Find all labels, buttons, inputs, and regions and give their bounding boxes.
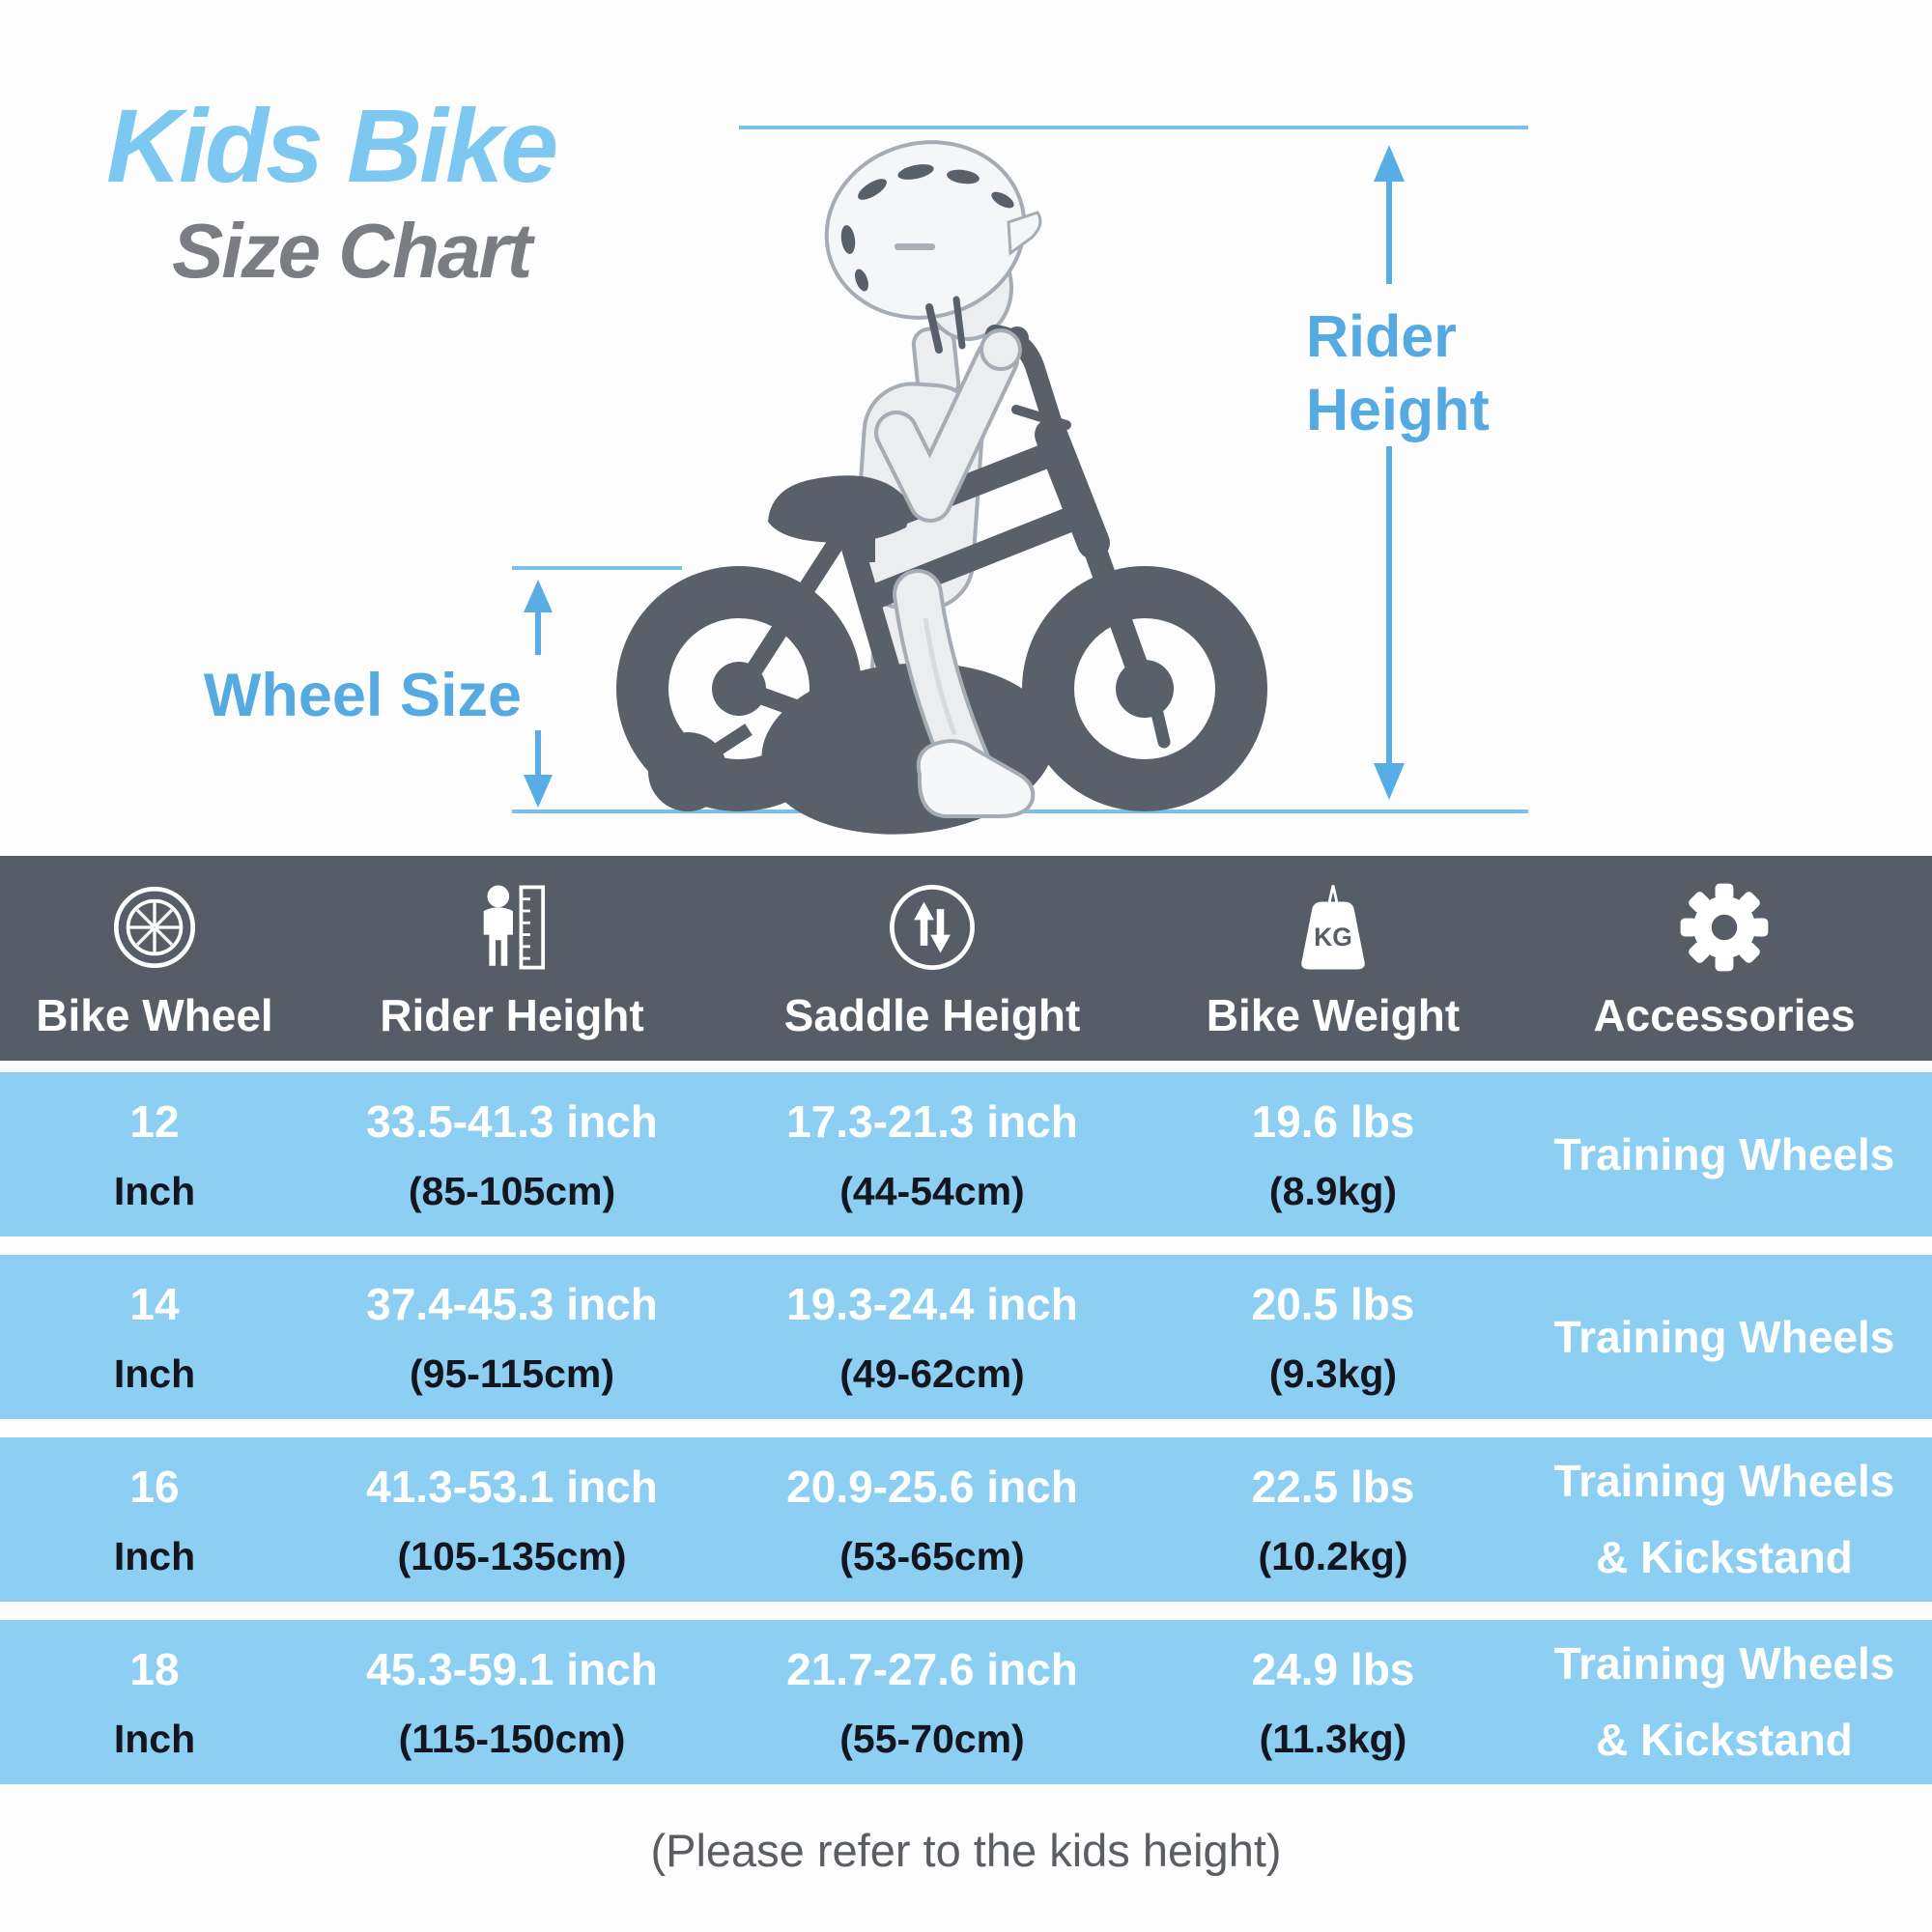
cell-rider-height: 41.3-53.1 inch (105-135cm)	[366, 1461, 658, 1578]
bike-weight-icon: KG	[1283, 875, 1383, 978]
footer-note: (Please refer to the kids height)	[650, 1825, 1282, 1876]
cell-bike-weight: 24.9 lbs (11.3kg)	[1251, 1643, 1415, 1761]
wheel-unit: Inch	[113, 1716, 196, 1761]
size-chart-table: Bike Wheel Rider Height	[0, 856, 1932, 1784]
rider-height-icon	[462, 875, 562, 978]
bike-size-diagram	[512, 126, 1528, 835]
rider-height-arrow	[1374, 145, 1405, 800]
cell-bike-weight: 20.5 lbs (9.3kg)	[1251, 1278, 1415, 1396]
wheel-size-arrow	[524, 580, 553, 808]
table-row: 18 Inch 45.3-59.1 inch (115-150cm) 21.7-…	[0, 1620, 1932, 1784]
column-header-bike-wheel: Bike Wheel	[0, 856, 309, 1061]
page-subtitle: Size Chart	[172, 208, 532, 294]
column-header-saddle-height: Saddle Height	[715, 856, 1150, 1061]
gear-icon	[1674, 875, 1775, 978]
cell-accessories: Training Wheels & Kickstand	[1553, 1638, 1895, 1765]
column-header-rider-height: Rider Height	[309, 856, 715, 1061]
column-label: Rider Height	[380, 990, 644, 1040]
kid-figure-front	[824, 140, 1042, 818]
wheel-value: 18	[129, 1643, 180, 1694]
cell-bike-wheel: 12 Inch	[0, 1072, 309, 1236]
cell-accessories: Training Wheels	[1553, 1311, 1895, 1362]
column-label: Accessories	[1593, 990, 1856, 1040]
wheel-value: 12	[129, 1095, 180, 1147]
table-header-row: Bike Wheel Rider Height	[0, 856, 1932, 1061]
cell-bike-weight: 19.6 lbs (8.9kg)	[1251, 1095, 1415, 1213]
wheel-unit: Inch	[113, 1533, 196, 1578]
table-row: 12 Inch 33.5-41.3 inch (85-105cm) 17.3-2…	[0, 1072, 1932, 1236]
cell-saddle-height: 21.7-27.6 inch (55-70cm)	[786, 1643, 1078, 1761]
cell-saddle-height: 19.3-24.4 inch (49-62cm)	[786, 1278, 1078, 1396]
cell-saddle-height: 17.3-21.3 inch (44-54cm)	[786, 1095, 1078, 1213]
kid-shoe	[916, 739, 1036, 818]
cell-bike-wheel: 16 Inch	[0, 1437, 309, 1602]
column-header-bike-weight: KG Bike Weight	[1150, 856, 1517, 1061]
column-header-accessories: Accessories	[1517, 856, 1932, 1061]
wheel-value: 16	[129, 1461, 180, 1512]
training-wheel	[648, 732, 727, 811]
cell-bike-weight: 22.5 lbs (10.2kg)	[1251, 1461, 1415, 1578]
wheel-size-label: Wheel Size	[203, 662, 522, 729]
bike-wheel-icon	[104, 875, 205, 978]
column-label: Bike Weight	[1206, 990, 1461, 1040]
table-row: 14 Inch 37.4-45.3 inch (95-115cm) 19.3-2…	[0, 1255, 1932, 1419]
saddle-height-icon	[882, 875, 982, 978]
wheel-value: 14	[129, 1278, 180, 1329]
column-label: Saddle Height	[783, 990, 1081, 1040]
cell-saddle-height: 20.9-25.6 inch (53-65cm)	[786, 1461, 1078, 1578]
cell-accessories: Training Wheels	[1553, 1128, 1895, 1179]
cell-accessories: Training Wheels & Kickstand	[1553, 1456, 1895, 1582]
page-title: Kids Bike	[106, 87, 558, 204]
rider-height-label: Rider Height	[1306, 303, 1490, 442]
cell-rider-height: 37.4-45.3 inch (95-115cm)	[366, 1278, 658, 1396]
cell-rider-height: 33.5-41.3 inch (85-105cm)	[366, 1095, 658, 1213]
cell-rider-height: 45.3-59.1 inch (115-150cm)	[366, 1643, 658, 1761]
wheel-unit: Inch	[113, 1168, 196, 1213]
column-label: Bike Wheel	[36, 990, 273, 1040]
helmet-vents	[840, 164, 1014, 292]
cell-bike-wheel: 18 Inch	[0, 1620, 309, 1784]
table-row: 16 Inch 41.3-53.1 inch (105-135cm) 20.9-…	[0, 1437, 1932, 1602]
helmet	[824, 140, 1042, 354]
kg-badge: KG	[1314, 923, 1352, 952]
wheel-unit: Inch	[113, 1350, 196, 1396]
kid-hand	[980, 328, 1022, 371]
saddle	[768, 475, 909, 543]
cell-bike-wheel: 14 Inch	[0, 1255, 309, 1419]
